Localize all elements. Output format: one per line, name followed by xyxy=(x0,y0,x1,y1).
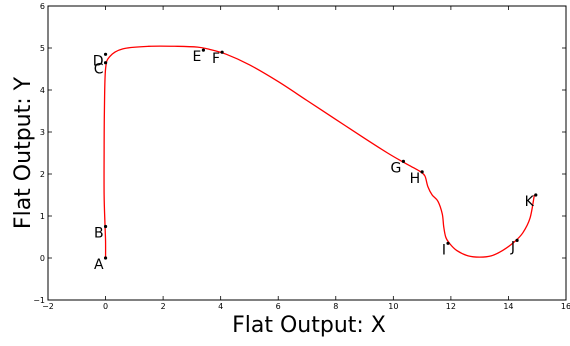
x-tick-label: 2 xyxy=(161,302,166,311)
waypoint-marker xyxy=(515,238,519,242)
y-tick-label: 2 xyxy=(40,170,45,179)
waypoint-label: C xyxy=(94,62,104,78)
x-tick-label: 12 xyxy=(446,302,456,311)
waypoint-marker xyxy=(220,50,224,54)
waypoint-label: E xyxy=(193,49,202,65)
waypoint-marker xyxy=(103,61,108,65)
waypoint-marker xyxy=(103,52,108,56)
y-tick-label: 4 xyxy=(40,86,45,95)
x-tick-label: 0 xyxy=(103,302,108,311)
waypoint-label: F xyxy=(212,51,220,67)
waypoint-marker xyxy=(103,224,108,229)
y-axis-label: Flat Output: Y xyxy=(11,76,36,229)
x-tick-label: 14 xyxy=(503,302,513,311)
y-tick-label: 6 xyxy=(40,2,45,11)
waypoint-marker xyxy=(420,170,424,174)
y-tick-label: 3 xyxy=(40,128,45,137)
x-tick-label: 16 xyxy=(561,302,570,311)
x-axis-label: Flat Output: X xyxy=(232,313,386,338)
x-tick-label: 4 xyxy=(218,302,223,311)
waypoint-label: B xyxy=(94,226,104,242)
waypoint-label: J xyxy=(510,239,515,255)
waypoint-marker xyxy=(201,48,205,52)
trajectory-line xyxy=(103,45,535,259)
x-tick-label: 6 xyxy=(276,302,281,311)
waypoint-marker xyxy=(401,159,406,163)
x-tick-label: 8 xyxy=(333,302,338,311)
x-tick-label: 10 xyxy=(388,302,398,311)
waypoint-label: K xyxy=(525,194,535,210)
y-tick-label: −1 xyxy=(33,296,45,305)
waypoint-label: G xyxy=(391,160,402,176)
point-annotations: AB CD E F GH I J K xyxy=(93,48,538,273)
waypoint-marker xyxy=(534,193,538,197)
series-group xyxy=(103,45,535,259)
waypoint-marker xyxy=(446,241,450,245)
waypoint-label: H xyxy=(410,171,421,187)
waypoint-label: I xyxy=(442,242,446,258)
y-tick-label: 1 xyxy=(40,212,45,221)
y-tick-label: 5 xyxy=(40,44,45,53)
waypoint-label: D xyxy=(93,53,104,69)
y-tick-label: 0 xyxy=(40,254,45,263)
x-tick-label: −2 xyxy=(42,302,54,311)
waypoint-label: A xyxy=(94,257,104,273)
waypoint-marker xyxy=(103,256,108,260)
plot-frame xyxy=(47,5,567,301)
